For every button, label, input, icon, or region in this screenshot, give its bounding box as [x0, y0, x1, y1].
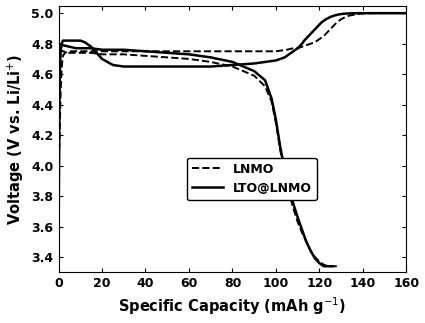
LNMO	[164, 49, 170, 53]
LNMO	[351, 13, 357, 17]
LNMO	[300, 45, 305, 49]
LNMO	[334, 20, 339, 24]
LNMO	[252, 49, 257, 53]
LNMO	[347, 14, 352, 17]
LNMO	[304, 43, 309, 47]
LNMO	[378, 11, 383, 15]
LNMO	[74, 49, 79, 53]
LNMO	[400, 11, 405, 15]
X-axis label: Specific Capacity (mAh g$^{-1}$): Specific Capacity (mAh g$^{-1}$)	[118, 296, 346, 318]
LNMO	[208, 49, 213, 53]
LNMO	[321, 34, 326, 38]
LNMO	[365, 11, 370, 15]
LNMO	[60, 54, 65, 58]
LNMO	[284, 48, 289, 52]
LTO@LNMO	[295, 46, 300, 50]
LNMO	[330, 25, 335, 29]
LNMO	[339, 17, 344, 21]
LNMO	[371, 11, 376, 15]
LTO@LNMO	[56, 247, 61, 251]
LNMO	[143, 49, 148, 53]
LNMO	[317, 37, 322, 41]
LTO@LNMO	[323, 17, 329, 21]
LNMO	[382, 11, 387, 15]
LTO@LNMO	[354, 11, 359, 15]
LNMO	[88, 49, 94, 53]
LNMO	[308, 42, 313, 46]
LNMO	[404, 11, 409, 15]
LNMO	[62, 51, 68, 55]
LNMO	[56, 179, 61, 183]
LNMO	[295, 46, 300, 50]
LNMO	[121, 49, 126, 53]
LNMO	[291, 46, 296, 50]
LNMO	[393, 11, 398, 15]
LTO@LNMO	[404, 11, 409, 15]
LNMO	[57, 133, 62, 137]
LNMO	[356, 12, 361, 16]
LNMO	[59, 65, 64, 68]
LNMO	[312, 40, 317, 44]
LNMO	[187, 49, 192, 53]
LNMO	[230, 49, 235, 53]
LNMO	[273, 49, 278, 53]
LNMO	[343, 15, 348, 19]
LTO@LNMO	[306, 34, 311, 38]
LNMO	[326, 29, 331, 33]
LNMO	[78, 49, 83, 53]
Legend: LNMO, LTO@LNMO: LNMO, LTO@LNMO	[187, 158, 317, 200]
Y-axis label: Voltage (V vs. Li/Li$^{+}$): Voltage (V vs. Li/Li$^{+}$)	[6, 53, 26, 224]
LNMO	[99, 49, 105, 53]
Line: LNMO: LNMO	[59, 13, 406, 181]
LNMO	[360, 12, 366, 16]
LNMO	[58, 88, 63, 91]
LTO@LNMO	[302, 39, 307, 43]
LNMO	[67, 49, 72, 53]
Line: LTO@LNMO: LTO@LNMO	[59, 13, 406, 249]
LTO@LNMO	[208, 65, 213, 68]
LTO@LNMO	[74, 39, 79, 43]
